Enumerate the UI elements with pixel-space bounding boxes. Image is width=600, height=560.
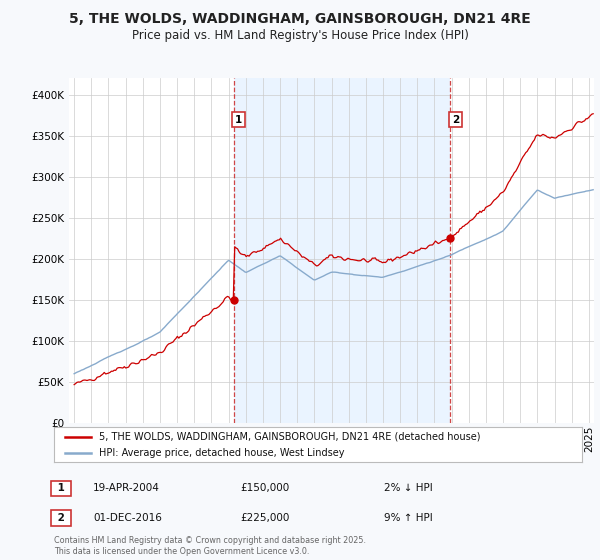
Text: 5, THE WOLDS, WADDINGHAM, GAINSBOROUGH, DN21 4RE (detached house): 5, THE WOLDS, WADDINGHAM, GAINSBOROUGH, …	[99, 432, 481, 442]
Text: 19-APR-2004: 19-APR-2004	[93, 483, 160, 493]
Text: £150,000: £150,000	[240, 483, 289, 493]
Bar	[233, 78, 450, 423]
Text: 01-DEC-2016: 01-DEC-2016	[93, 513, 162, 523]
Text: 1: 1	[235, 115, 242, 125]
Text: 2: 2	[452, 115, 459, 125]
Text: HPI: Average price, detached house, West Lindsey: HPI: Average price, detached house, West…	[99, 447, 344, 458]
Text: 2% ↓ HPI: 2% ↓ HPI	[384, 483, 433, 493]
Text: 5, THE WOLDS, WADDINGHAM, GAINSBOROUGH, DN21 4RE: 5, THE WOLDS, WADDINGHAM, GAINSBOROUGH, …	[69, 12, 531, 26]
Text: £225,000: £225,000	[240, 513, 289, 523]
Text: 2: 2	[54, 513, 68, 523]
Text: Price paid vs. HM Land Registry's House Price Index (HPI): Price paid vs. HM Land Registry's House …	[131, 29, 469, 42]
Text: 9% ↑ HPI: 9% ↑ HPI	[384, 513, 433, 523]
Text: 1: 1	[54, 483, 68, 493]
Text: Contains HM Land Registry data © Crown copyright and database right 2025.
This d: Contains HM Land Registry data © Crown c…	[54, 536, 366, 556]
